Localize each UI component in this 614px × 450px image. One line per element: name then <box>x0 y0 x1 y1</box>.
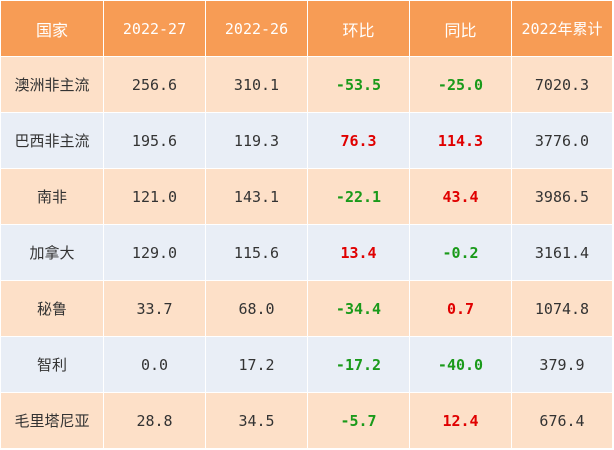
country-cell: 秘鲁 <box>0 280 104 337</box>
country-cell: 巴西非主流 <box>0 112 104 169</box>
yoy-cell: -40.0 <box>409 336 512 393</box>
week-27-cell: 195.6 <box>103 112 206 169</box>
header-mom: 环比 <box>307 0 410 57</box>
week-27-cell: 129.0 <box>103 224 206 281</box>
week-27-cell: 33.7 <box>103 280 206 337</box>
yoy-cell: 0.7 <box>409 280 512 337</box>
cumulative-cell: 7020.3 <box>511 56 613 113</box>
cumulative-cell: 1074.8 <box>511 280 613 337</box>
country-cell: 南非 <box>0 168 104 225</box>
mom-cell: 13.4 <box>307 224 410 281</box>
mom-cell: 76.3 <box>307 112 410 169</box>
country-cell: 澳洲非主流 <box>0 56 104 113</box>
week-26-cell: 17.2 <box>205 336 308 393</box>
cumulative-cell: 676.4 <box>511 392 613 449</box>
mom-cell: -53.5 <box>307 56 410 113</box>
header-yoy: 同比 <box>409 0 512 57</box>
header-week-27: 2022-27 <box>103 0 206 57</box>
header-week-26: 2022-26 <box>205 0 308 57</box>
cumulative-cell: 379.9 <box>511 336 613 393</box>
week-27-cell: 0.0 <box>103 336 206 393</box>
week-26-cell: 143.1 <box>205 168 308 225</box>
yoy-cell: -0.2 <box>409 224 512 281</box>
table-row: 澳洲非主流 256.6 310.1 -53.5 -25.0 7020.3 <box>0 56 613 113</box>
cumulative-cell: 3776.0 <box>511 112 613 169</box>
header-cumulative: 2022年累计 <box>511 0 613 57</box>
country-cell: 智利 <box>0 336 104 393</box>
mom-cell: -17.2 <box>307 336 410 393</box>
yoy-cell: 114.3 <box>409 112 512 169</box>
cumulative-cell: 3161.4 <box>511 224 613 281</box>
table-row: 秘鲁 33.7 68.0 -34.4 0.7 1074.8 <box>0 280 613 337</box>
table-row: 加拿大 129.0 115.6 13.4 -0.2 3161.4 <box>0 224 613 281</box>
mom-cell: -5.7 <box>307 392 410 449</box>
table-row: 巴西非主流 195.6 119.3 76.3 114.3 3776.0 <box>0 112 613 169</box>
mom-cell: -22.1 <box>307 168 410 225</box>
yoy-cell: 43.4 <box>409 168 512 225</box>
header-country: 国家 <box>0 0 104 57</box>
mom-cell: -34.4 <box>307 280 410 337</box>
yoy-cell: -25.0 <box>409 56 512 113</box>
table-row: 智利 0.0 17.2 -17.2 -40.0 379.9 <box>0 336 613 393</box>
yoy-cell: 12.4 <box>409 392 512 449</box>
week-26-cell: 68.0 <box>205 280 308 337</box>
week-27-cell: 256.6 <box>103 56 206 113</box>
cumulative-cell: 3986.5 <box>511 168 613 225</box>
country-cell: 毛里塔尼亚 <box>0 392 104 449</box>
week-27-cell: 121.0 <box>103 168 206 225</box>
table-row: 南非 121.0 143.1 -22.1 43.4 3986.5 <box>0 168 613 225</box>
table-row: 毛里塔尼亚 28.8 34.5 -5.7 12.4 676.4 <box>0 392 613 449</box>
country-cell: 加拿大 <box>0 224 104 281</box>
week-26-cell: 115.6 <box>205 224 308 281</box>
week-26-cell: 119.3 <box>205 112 308 169</box>
week-27-cell: 28.8 <box>103 392 206 449</box>
week-26-cell: 310.1 <box>205 56 308 113</box>
week-26-cell: 34.5 <box>205 392 308 449</box>
header-row: 国家 2022-27 2022-26 环比 同比 2022年累计 <box>0 0 613 57</box>
